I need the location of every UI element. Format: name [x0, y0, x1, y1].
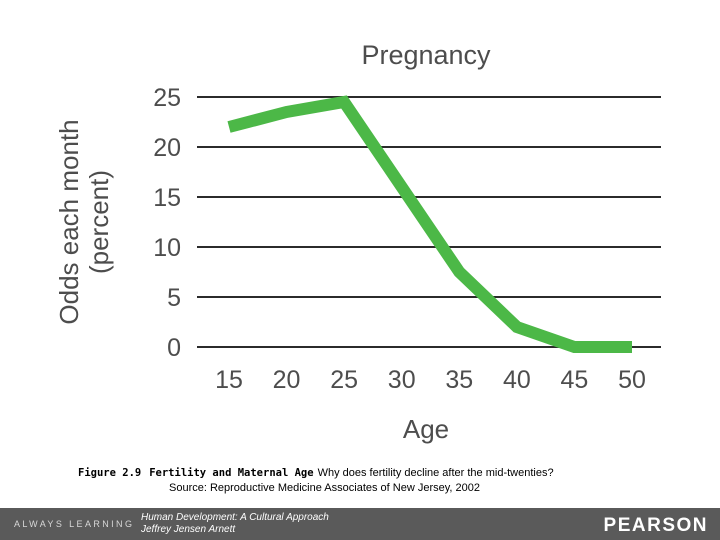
tick-labels: 0 5 10 15 20 25 15 20 25 30 35 40 45 50 — [153, 84, 646, 394]
y-axis-title-line2: (percent) — [84, 170, 114, 274]
x-tick-label: 35 — [445, 366, 473, 394]
y-tick-label: 10 — [153, 234, 181, 262]
x-tick-label: 50 — [618, 366, 646, 394]
y-axis-title-line1: Odds each month — [54, 119, 84, 324]
y-tick-label: 20 — [153, 134, 181, 162]
figure-title: Fertility and Maternal Age — [149, 467, 314, 479]
y-tick-label: 0 — [167, 334, 181, 362]
figure-question: Why does fertility decline after the mid… — [317, 467, 554, 479]
x-tick-label: 15 — [215, 366, 243, 394]
fertility-line-chart: 0 5 10 15 20 25 15 20 25 30 35 40 45 50 Pregnancy Age… — [54, 40, 661, 444]
y-tick-label: 25 — [153, 84, 181, 112]
tagline: ALWAYS LEARNING — [14, 519, 135, 529]
x-tick-label: 45 — [561, 366, 589, 394]
y-axis-title: Odds each month (percent) — [54, 119, 114, 324]
book-info: Human Development: A Cultural Approach J… — [141, 512, 329, 536]
y-tick-label: 15 — [153, 184, 181, 212]
x-tick-label: 25 — [330, 366, 358, 394]
figure-caption: Figure 2.9 Fertility and Maternal Age Why … — [78, 466, 698, 496]
chart-title: Pregnancy — [361, 40, 491, 70]
book-author: Jeffrey Jensen Arnett — [141, 524, 236, 535]
footer-bar: ALWAYS LEARNING Human Development: A Cul… — [0, 508, 720, 540]
book-title: Human Development: A Cultural Approach — [141, 512, 329, 523]
x-axis-title: Age — [403, 414, 449, 444]
x-tick-label: 30 — [388, 366, 416, 394]
publisher-logo: PEARSON — [603, 515, 708, 536]
y-tick-label: 5 — [167, 284, 181, 312]
x-tick-label: 40 — [503, 366, 531, 394]
series-layer — [227, 95, 633, 353]
x-tick-label: 20 — [273, 366, 301, 394]
figure-source: Source: Reproductive Medicine Associates… — [169, 482, 481, 494]
series-line — [227, 95, 632, 353]
figure-number: Figure 2.9 — [78, 467, 142, 479]
